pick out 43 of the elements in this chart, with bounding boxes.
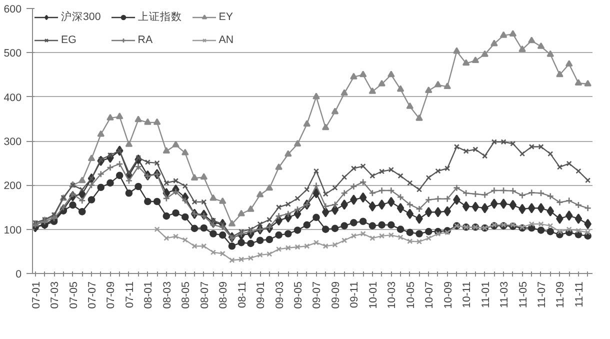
legend-label: EY xyxy=(218,11,234,23)
x-tick-label: 09-07 xyxy=(311,281,324,309)
x-tick-label: 10-09 xyxy=(442,281,454,309)
x-tick-label: 07-03 xyxy=(49,281,62,309)
legend-label: EG xyxy=(61,34,78,46)
x-tick-label: 08-01 xyxy=(142,281,155,309)
x-tick-label: 07-01 xyxy=(30,281,42,309)
x-tick-label: 07-07 xyxy=(86,281,98,309)
x-tick-label: 09-09 xyxy=(330,281,342,309)
x-tick-label: 08-09 xyxy=(218,281,230,309)
y-tick-label: 200 xyxy=(4,180,22,192)
y-tick-label: 300 xyxy=(4,136,22,148)
legend-label: AN xyxy=(218,34,235,46)
x-tick-label: 08-03 xyxy=(161,281,174,309)
x-tick-label: 10-05 xyxy=(404,281,417,309)
y-tick-label: 0 xyxy=(16,268,22,280)
x-tick-label: 07-05 xyxy=(68,281,80,309)
x-tick-label: 09-01 xyxy=(255,281,268,309)
x-tick-label: 08-05 xyxy=(180,281,192,309)
x-tick-label: 10-03 xyxy=(386,281,398,309)
x-tick-label: 09-03 xyxy=(274,281,286,309)
legend-label: RA xyxy=(138,34,154,46)
y-tick-label: 600 xyxy=(4,4,22,16)
y-tick-label: 500 xyxy=(4,48,22,60)
y-tick-label: 400 xyxy=(4,92,22,104)
x-tick-label: 11-01 xyxy=(480,281,492,308)
x-tick-label: 10-07 xyxy=(424,281,436,309)
x-tick-label: 11-03 xyxy=(498,281,511,308)
x-tick-label: 10-11 xyxy=(461,281,474,308)
x-tick-label: 09-05 xyxy=(292,281,305,309)
x-tick-label: 11-09 xyxy=(554,281,567,308)
legend-label: 上证指数 xyxy=(138,10,182,24)
x-tick-label: 10-01 xyxy=(367,281,380,309)
legend-label: 沪深300 xyxy=(61,10,101,24)
x-tick-label: 08-11 xyxy=(236,281,248,308)
x-tick-label: 09-11 xyxy=(348,281,361,308)
x-tick-label: 11-11 xyxy=(573,281,586,308)
x-tick-label: 08-07 xyxy=(198,281,211,309)
x-tick-label: 11-05 xyxy=(517,281,530,308)
x-tick-label: 11-07 xyxy=(536,281,548,308)
x-tick-label: 07-11 xyxy=(124,281,136,308)
y-tick-label: 100 xyxy=(4,224,22,236)
x-tick-label: 07-09 xyxy=(105,281,118,309)
